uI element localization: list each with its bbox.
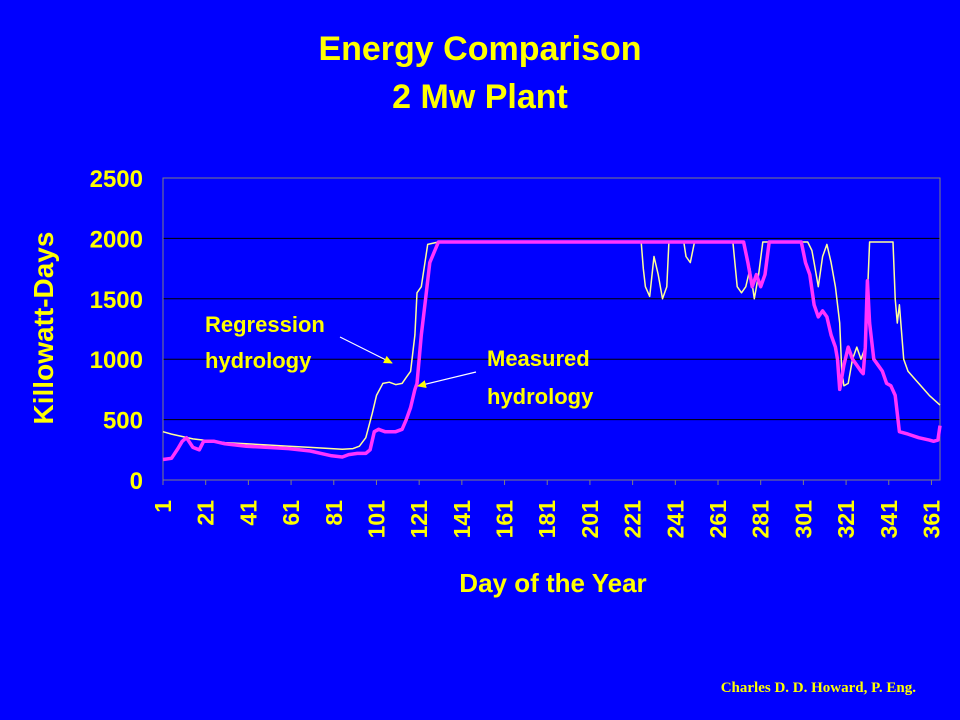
y-tick-label: 1500 (90, 287, 143, 314)
y-tick-label: 1000 (90, 347, 143, 374)
series-line-measured (162, 240, 942, 462)
annotation-text-line-1: Measured (487, 346, 590, 371)
x-tick-label: 161 (492, 500, 518, 539)
x-tick-label: 241 (662, 500, 688, 539)
x-tick-label: 281 (748, 500, 774, 539)
annotation-regression: Regression hydrology (205, 312, 393, 373)
x-axis-label: Day of the Year (459, 568, 646, 598)
x-tick-label: 261 (705, 500, 731, 539)
x-tick-label: 81 (321, 500, 347, 526)
annotation-text-line-1: Regression (205, 312, 325, 337)
annotation-arrow (417, 371, 477, 389)
x-tick-label: 361 (918, 500, 944, 539)
x-tick-label: 321 (833, 500, 859, 539)
annotation-text-line-2: hydrology (205, 348, 312, 373)
plot-area (162, 177, 941, 481)
series (162, 240, 942, 462)
x-tick-label: 41 (235, 500, 261, 526)
x-tick-label: 221 (620, 500, 646, 539)
x-tick-label: 201 (577, 500, 603, 539)
annotation-arrow (339, 336, 393, 364)
y-tick-label: 0 (130, 468, 143, 495)
x-tick-label: 1 (150, 500, 176, 513)
annotation-text-line-2: hydrology (487, 384, 594, 409)
annotations: Regression hydrology Measured hydrology (205, 312, 594, 409)
y-tick-label: 2500 (90, 166, 143, 193)
x-tick-label: 121 (406, 500, 432, 539)
chart-title-line-2: 2 Mw Plant (392, 78, 568, 116)
x-tick-label: 341 (876, 500, 902, 539)
annotation-measured: Measured hydrology (417, 346, 594, 409)
x-tick-label: 301 (790, 500, 816, 539)
x-tick-label: 21 (193, 500, 219, 526)
x-tick-label: 181 (534, 500, 560, 539)
chart-title-line-1: Energy Comparison (318, 30, 642, 68)
x-tick-label: 101 (363, 500, 389, 539)
x-tick-label: 141 (449, 500, 475, 539)
y-tick-label: 2000 (90, 226, 143, 253)
author-credit: Charles D. D. Howard, P. Eng. (720, 680, 916, 696)
y-tick-label: 500 (103, 408, 143, 435)
y-axis-label: Killowatt-Days (28, 232, 59, 425)
x-tick-label: 61 (278, 500, 304, 526)
